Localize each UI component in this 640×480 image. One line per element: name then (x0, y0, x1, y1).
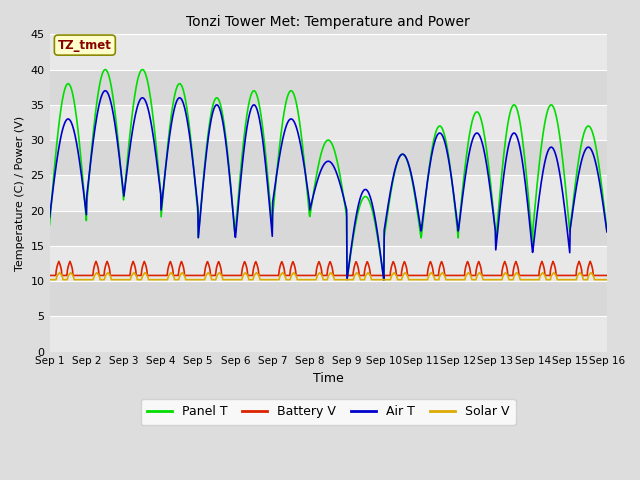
Battery V (603, 273, 611, 278)
Battery V (89, 271, 97, 277)
Solar V (283, 277, 291, 283)
Solar V (89, 277, 97, 283)
Panel T (364, 194, 371, 200)
Bar (49, 70, 607, 105)
Air T (294, 130, 302, 136)
Air T (304, 189, 312, 194)
Panel T (102, 67, 109, 72)
Panel T (112, 116, 120, 121)
Battery V (55, 259, 63, 264)
Panel T (304, 197, 312, 203)
Line: Battery V: Battery V (49, 262, 607, 276)
Solar V (304, 277, 312, 283)
Battery V (294, 273, 302, 278)
Line: Air T: Air T (49, 91, 607, 280)
Battery V (304, 273, 312, 278)
Bar (49, 316, 607, 352)
Legend: Panel T, Battery V, Air T, Solar V: Panel T, Battery V, Air T, Solar V (141, 399, 516, 425)
Panel T (283, 97, 291, 103)
Panel T (380, 277, 388, 283)
Panel T (45, 222, 53, 228)
Title: Tonzi Tower Met: Temperature and Power: Tonzi Tower Met: Temperature and Power (186, 15, 470, 29)
Line: Panel T: Panel T (49, 70, 607, 280)
Battery V (283, 273, 291, 278)
Bar (49, 105, 607, 140)
Battery V (45, 273, 53, 278)
Battery V (112, 273, 120, 278)
Air T (89, 143, 97, 148)
Panel T (294, 108, 302, 114)
Text: TZ_tmet: TZ_tmet (58, 38, 112, 52)
Panel T (89, 136, 97, 142)
Air T (603, 229, 611, 235)
Bar (49, 175, 607, 211)
Air T (283, 122, 291, 128)
Air T (45, 215, 53, 220)
Line: Solar V: Solar V (49, 273, 607, 280)
Solar V (364, 271, 371, 276)
Air T (380, 277, 388, 283)
Solar V (294, 277, 302, 283)
Bar (49, 35, 607, 70)
Solar V (45, 277, 53, 283)
Solar V (112, 277, 120, 283)
Solar V (603, 277, 611, 283)
Air T (112, 127, 120, 132)
Y-axis label: Temperature (C) / Power (V): Temperature (C) / Power (V) (15, 115, 25, 271)
X-axis label: Time: Time (313, 372, 344, 385)
Battery V (364, 259, 371, 264)
Bar (49, 281, 607, 316)
Bar (49, 246, 607, 281)
Solar V (56, 270, 63, 276)
Air T (102, 88, 109, 94)
Panel T (603, 229, 611, 235)
Bar (49, 211, 607, 246)
Bar (49, 140, 607, 175)
Air T (364, 188, 371, 193)
